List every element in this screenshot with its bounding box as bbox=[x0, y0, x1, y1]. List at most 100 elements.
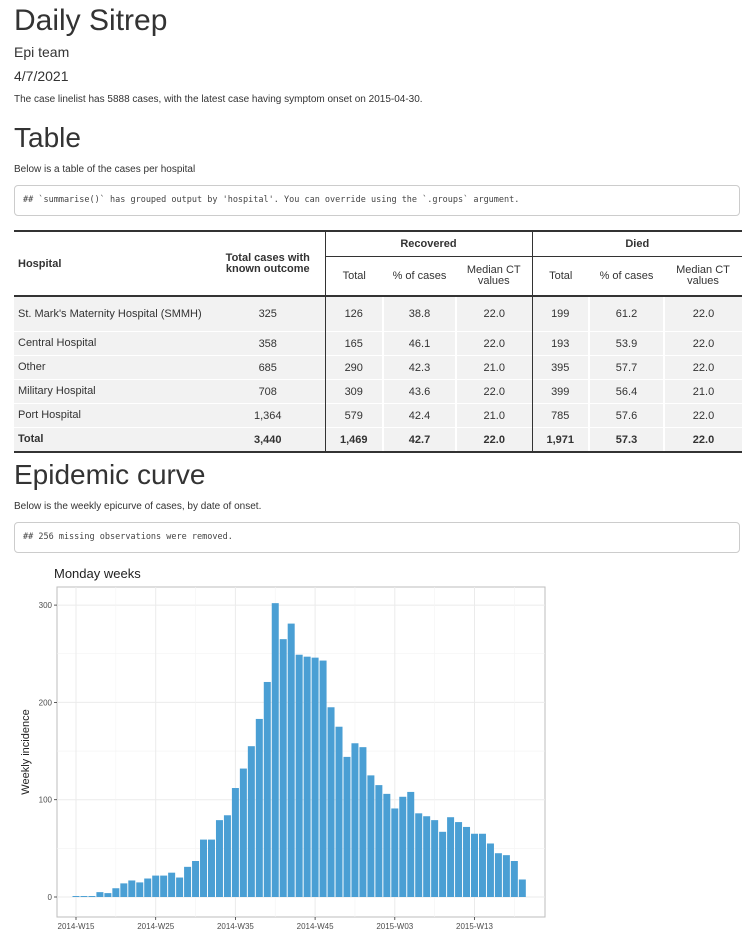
x-tick-label: 2014-W15 bbox=[58, 922, 95, 931]
bar bbox=[287, 623, 295, 897]
cell-total-known: 708 bbox=[211, 379, 325, 404]
bar bbox=[136, 882, 144, 897]
bar bbox=[295, 654, 303, 897]
bar bbox=[255, 718, 263, 897]
table-description: Below is a table of the cases per hospit… bbox=[14, 164, 196, 175]
cell-recovered-pct: 43.6 bbox=[382, 379, 456, 404]
cell-died-pct: 61.2 bbox=[588, 296, 664, 332]
y-tick-label: 0 bbox=[48, 893, 53, 902]
bars bbox=[72, 603, 526, 898]
table-row: St. Mark's Maternity Hospital (SMMH) 325… bbox=[14, 296, 742, 332]
epicurve-chart: Monday weeks 0 100 200 300 2014-W15 2014-W25… bbox=[20, 566, 546, 931]
cell-total-known: 358 bbox=[211, 331, 325, 356]
bar bbox=[359, 747, 367, 897]
cell-hospital: Port Hospital bbox=[14, 403, 211, 428]
y-tick-label: 300 bbox=[39, 601, 53, 610]
bar bbox=[152, 875, 160, 897]
epicurve-code-output: ## 256 missing observations were removed… bbox=[14, 522, 740, 553]
cell-died-total: 399 bbox=[531, 379, 589, 404]
bar bbox=[184, 866, 192, 897]
hospital-outcome-table: Hospital Total cases with known outcome … bbox=[14, 230, 742, 453]
bar bbox=[447, 817, 455, 897]
bar bbox=[335, 726, 343, 897]
cell-hospital: Military Hospital bbox=[14, 379, 211, 404]
cell-recovered-total: 1,469 bbox=[324, 427, 383, 453]
bar bbox=[200, 839, 208, 897]
x-tick-label: 2015-W13 bbox=[456, 922, 493, 931]
cell-hospital: St. Mark's Maternity Hospital (SMMH) bbox=[14, 296, 211, 332]
bar bbox=[72, 896, 80, 897]
bar bbox=[455, 822, 463, 897]
bar bbox=[319, 660, 327, 897]
epicurve-description: Below is the weekly epicurve of cases, b… bbox=[14, 501, 262, 512]
col-header-hospital: Hospital bbox=[14, 231, 211, 297]
bar bbox=[311, 657, 319, 897]
bar bbox=[223, 815, 231, 897]
epicurve-heading: Epidemic curve bbox=[14, 459, 206, 490]
cell-died-ct: 22.0 bbox=[663, 355, 742, 380]
bar bbox=[471, 833, 478, 897]
cell-died-pct: 57.3 bbox=[588, 427, 664, 453]
cell-recovered-total: 165 bbox=[324, 331, 383, 356]
cell-recovered-pct: 46.1 bbox=[382, 331, 456, 356]
cell-died-total: 193 bbox=[531, 331, 589, 356]
col-header-died-total: Total bbox=[531, 256, 589, 297]
x-tick-label: 2014-W25 bbox=[137, 922, 174, 931]
bar bbox=[407, 791, 415, 897]
cell-total-known: 685 bbox=[211, 355, 325, 380]
bar bbox=[120, 883, 128, 897]
cell-recovered-pct: 42.4 bbox=[382, 403, 456, 428]
bar bbox=[168, 872, 176, 897]
bar bbox=[207, 839, 215, 897]
bar bbox=[423, 816, 431, 897]
cell-recovered-ct: 22.0 bbox=[455, 427, 532, 453]
bar bbox=[192, 861, 200, 897]
col-header-recovered-total: Total bbox=[324, 256, 383, 297]
bar bbox=[215, 820, 223, 897]
cell-total-known: 3,440 bbox=[211, 427, 325, 453]
cell-died-pct: 53.9 bbox=[588, 331, 664, 356]
table-code-output: ## `summarise()` has grouped output by '… bbox=[14, 185, 740, 216]
bar bbox=[463, 826, 471, 897]
bar bbox=[399, 796, 407, 897]
cell-died-pct: 57.7 bbox=[588, 355, 664, 380]
cell-recovered-pct: 42.7 bbox=[382, 427, 456, 453]
page-title: Daily Sitrep bbox=[14, 4, 168, 37]
col-header-died-ct: Median CT values bbox=[664, 256, 742, 297]
bar bbox=[112, 888, 120, 897]
bar bbox=[279, 639, 287, 897]
cell-died-total: 1,971 bbox=[531, 427, 589, 453]
cell-died-pct: 57.6 bbox=[588, 403, 664, 428]
bar bbox=[128, 880, 136, 897]
x-tick-label: 2014-W35 bbox=[217, 922, 254, 931]
report-date: 4/7/2021 bbox=[14, 68, 69, 84]
cell-died-ct: 22.0 bbox=[663, 331, 742, 356]
table-heading: Table bbox=[14, 122, 81, 153]
bar bbox=[510, 861, 518, 897]
table-row: Military Hospital 708 309 43.6 22.0 399 … bbox=[14, 379, 742, 404]
bar bbox=[502, 855, 510, 897]
cell-recovered-ct: 21.0 bbox=[455, 355, 532, 380]
col-header-recovered-pct: % of cases bbox=[383, 256, 456, 297]
bar bbox=[478, 833, 486, 897]
bar bbox=[144, 878, 152, 897]
cell-recovered-pct: 38.8 bbox=[382, 296, 456, 332]
x-tick-label: 2015-W03 bbox=[376, 922, 413, 931]
cell-died-total: 199 bbox=[531, 296, 589, 332]
table-row: Central Hospital 358 165 46.1 22.0 193 5… bbox=[14, 331, 742, 356]
bar bbox=[439, 831, 447, 897]
cell-died-ct: 22.0 bbox=[663, 427, 742, 453]
spanner-died: Died bbox=[531, 231, 742, 257]
bar bbox=[431, 820, 439, 897]
bar bbox=[104, 893, 112, 897]
cell-recovered-total: 126 bbox=[324, 296, 383, 332]
cell-total-known: 325 bbox=[211, 296, 325, 332]
cell-hospital: Central Hospital bbox=[14, 331, 211, 356]
bar bbox=[351, 743, 359, 897]
cell-recovered-total: 290 bbox=[324, 355, 383, 380]
cell-died-ct: 21.0 bbox=[663, 379, 742, 404]
col-header-recovered-ct: Median CT values bbox=[456, 256, 532, 297]
bar bbox=[231, 788, 239, 897]
bar bbox=[327, 707, 335, 897]
bar bbox=[271, 603, 279, 897]
